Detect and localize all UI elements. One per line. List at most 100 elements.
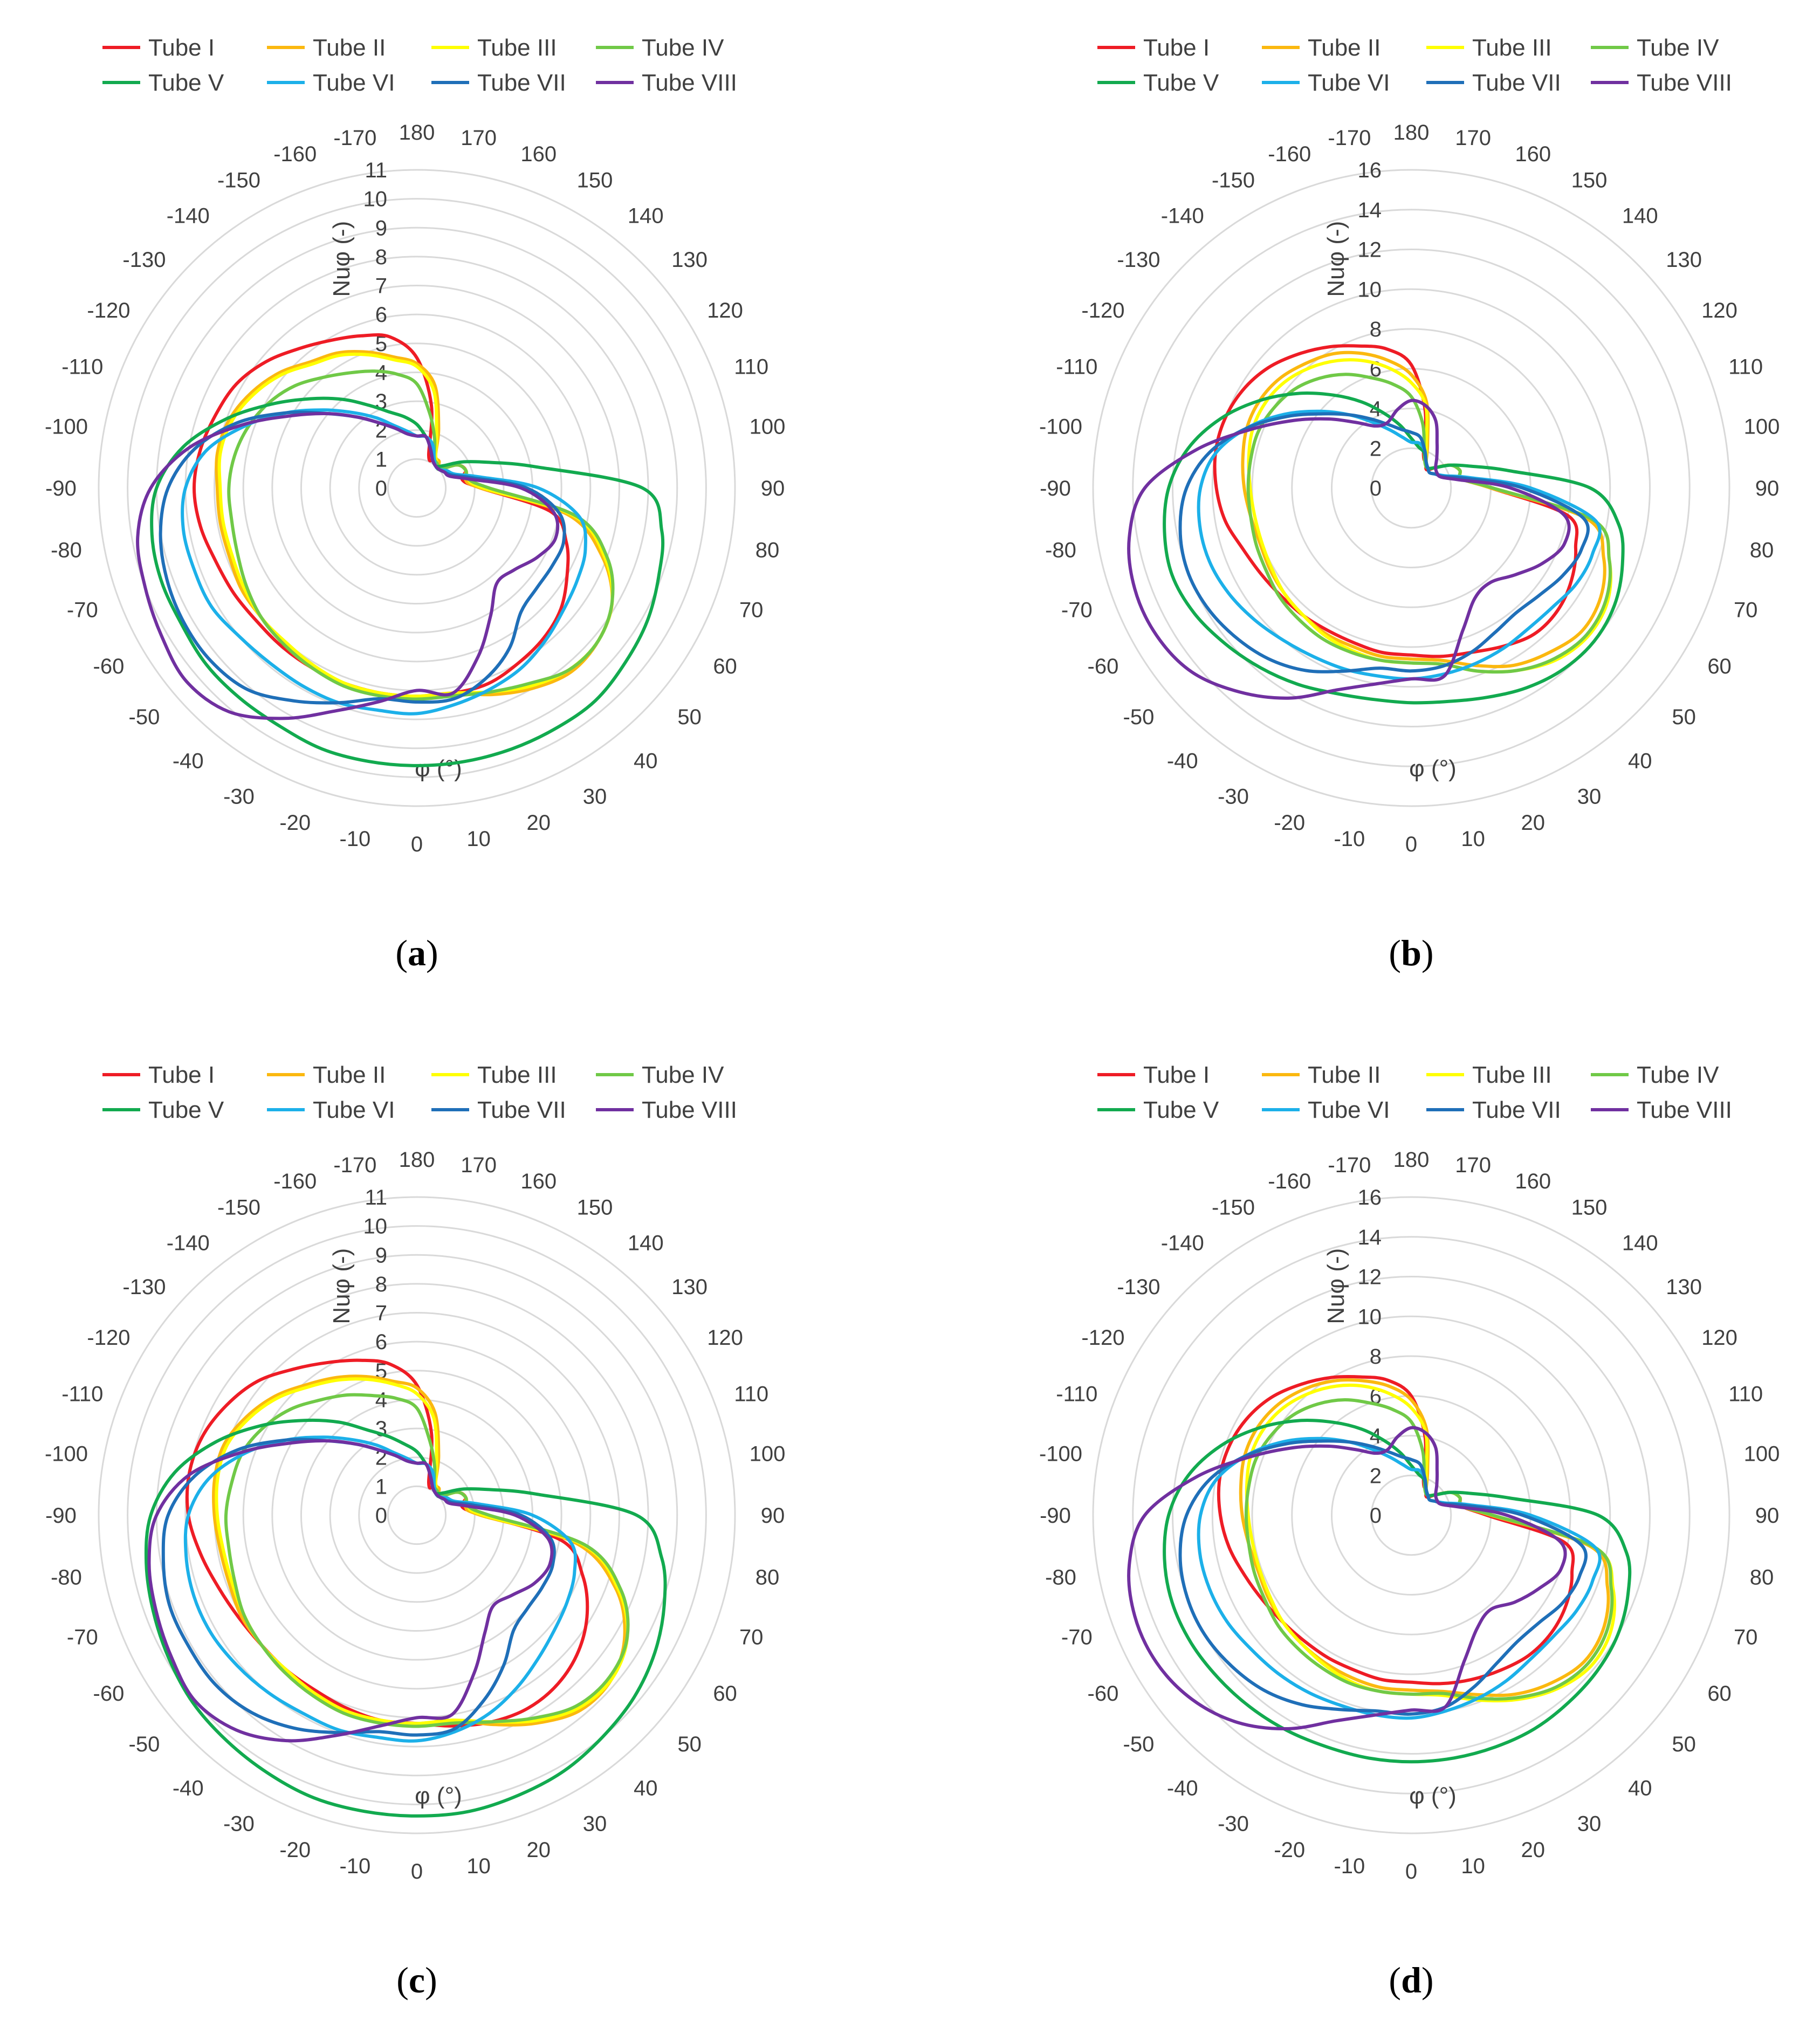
legend-label: Tube VIII <box>1637 1097 1732 1123</box>
legend-label: Tube VII <box>477 1097 566 1123</box>
theta-tick-label: 130 <box>671 248 708 272</box>
theta-tick-label: 0 <box>411 833 423 856</box>
legend-label: Tube I <box>1143 35 1210 61</box>
theta-tick-label: -60 <box>1088 655 1119 678</box>
series-line <box>1213 344 1579 658</box>
r-tick-label: 9 <box>375 1243 387 1267</box>
grid-ring <box>1172 1276 1651 1755</box>
theta-tick-label: 20 <box>1521 811 1545 835</box>
theta-tick-label: 120 <box>707 1326 743 1350</box>
panel-label: (c) <box>396 1960 437 2000</box>
series-line <box>1127 1426 1567 1731</box>
theta-tick-label: -120 <box>1081 299 1124 322</box>
theta-tick-label: 80 <box>756 1566 780 1590</box>
legend-label: Tube IV <box>1637 1062 1719 1088</box>
theta-tick-label: -10 <box>339 827 370 851</box>
theta-tick-label: 0 <box>1405 1860 1417 1883</box>
theta-tick-label: -100 <box>1039 415 1082 438</box>
theta-tick-label: 110 <box>1728 355 1763 379</box>
theta-tick-label: 40 <box>1628 750 1652 773</box>
legend-label: Tube VI <box>1308 1097 1390 1123</box>
theta-tick-label: 130 <box>1666 1275 1702 1299</box>
series-line <box>150 396 665 767</box>
grid-ring <box>184 1283 649 1748</box>
grid-ring <box>98 1196 736 1834</box>
legend-label: Tube VI <box>313 70 395 96</box>
series-line <box>1197 409 1602 681</box>
theta-tick-label: -100 <box>45 1442 88 1466</box>
r-tick-label: 0 <box>375 477 387 500</box>
theta-tick-label: -90 <box>45 1504 77 1528</box>
grid-ring <box>271 342 562 634</box>
legend-label: Tube VIII <box>642 70 737 96</box>
grid-ring <box>1172 249 1651 727</box>
theta-tick-label: -110 <box>1056 355 1097 379</box>
theta-tick-label: 140 <box>628 204 664 228</box>
theta-tick-label: -150 <box>1212 168 1255 192</box>
theta-tick-label: 170 <box>461 1153 497 1177</box>
theta-tick-label: 180 <box>1393 121 1430 145</box>
theta-tick-label: 180 <box>399 1148 435 1172</box>
legend: Tube I Tube II Tube III Tube IV Tube V Tube V… <box>102 35 737 96</box>
grid-ring <box>358 429 476 547</box>
theta-tick-label: -10 <box>1334 1854 1365 1878</box>
r-tick-label: 16 <box>1358 159 1382 182</box>
legend-label: Tube IV <box>642 35 724 61</box>
r-tick-label: 2 <box>1370 437 1382 460</box>
theta-tick-label: 20 <box>1521 1838 1545 1862</box>
theta-tick-label: 70 <box>1734 599 1758 622</box>
grid-ring <box>1370 1474 1452 1556</box>
theta-tick-label: -110 <box>1056 1382 1097 1406</box>
theta-tick-label: -20 <box>279 811 311 835</box>
theta-tick-label: 50 <box>1672 1733 1696 1756</box>
theta-tick-label: -80 <box>51 1566 82 1590</box>
theta-tick-label: 140 <box>1622 204 1658 228</box>
theta-tick-label: 10 <box>1461 827 1485 851</box>
theta-tick-label: -70 <box>1061 599 1093 622</box>
series-line <box>1241 350 1606 669</box>
r-tick-label: 14 <box>1358 198 1382 222</box>
theta-tick-label: 20 <box>526 1838 551 1862</box>
theta-tick-label: -160 <box>273 1170 317 1193</box>
r-tick-label: 11 <box>365 159 387 182</box>
grid-ring <box>329 400 505 576</box>
r-tick-label: 10 <box>363 1215 388 1239</box>
theta-tick-label: -160 <box>273 142 317 166</box>
theta-tick-label: -160 <box>1268 1170 1311 1193</box>
theta-tick-label: 120 <box>707 299 743 322</box>
theta-tick-label: 150 <box>1571 1195 1608 1219</box>
theta-tick-label: -20 <box>279 1838 311 1862</box>
legend-label: Tube III <box>1472 35 1552 61</box>
theta-tick-label: -150 <box>217 168 260 192</box>
grid-ring <box>1251 1355 1571 1675</box>
r-tick-label: 7 <box>375 274 387 298</box>
series-line <box>193 333 570 698</box>
r-axis-title: Nuφ (-) <box>1323 1248 1349 1324</box>
r-tick-label: 10 <box>1358 1305 1382 1329</box>
theta-tick-label: 30 <box>583 785 607 809</box>
legend-label: Tube I <box>1143 1062 1210 1088</box>
legend: Tube I Tube II Tube III Tube IV Tube V Tube V… <box>1097 35 1732 96</box>
r-tick-label: 2 <box>1370 1464 1382 1488</box>
grid-ring <box>358 1456 476 1574</box>
theta-tick-label: -70 <box>67 1626 98 1649</box>
grid-ring <box>1370 447 1452 529</box>
theta-tick-label: -170 <box>333 1153 376 1177</box>
r-axis-title: Nuφ (-) <box>1323 221 1349 297</box>
theta-tick-label: 0 <box>411 1860 423 1883</box>
theta-tick-label: -40 <box>1167 1777 1198 1800</box>
r-tick-label: 16 <box>1358 1186 1382 1209</box>
legend-label: Tube I <box>148 35 215 61</box>
series-line <box>227 369 615 701</box>
theta-tick-label: 30 <box>1577 785 1602 809</box>
legend-label: Tube V <box>148 1097 224 1123</box>
theta-tick-label: -20 <box>1274 811 1305 835</box>
r-tick-label: 3 <box>375 1417 387 1441</box>
theta-tick-label: 90 <box>761 477 785 500</box>
legend-label: Tube IV <box>642 1062 724 1088</box>
theta-tick-label: -130 <box>1117 1275 1160 1299</box>
legend-label: Tube VII <box>1472 1097 1561 1123</box>
theta-tick-label: 160 <box>1515 1170 1551 1193</box>
theta-tick-label: -30 <box>223 785 255 809</box>
